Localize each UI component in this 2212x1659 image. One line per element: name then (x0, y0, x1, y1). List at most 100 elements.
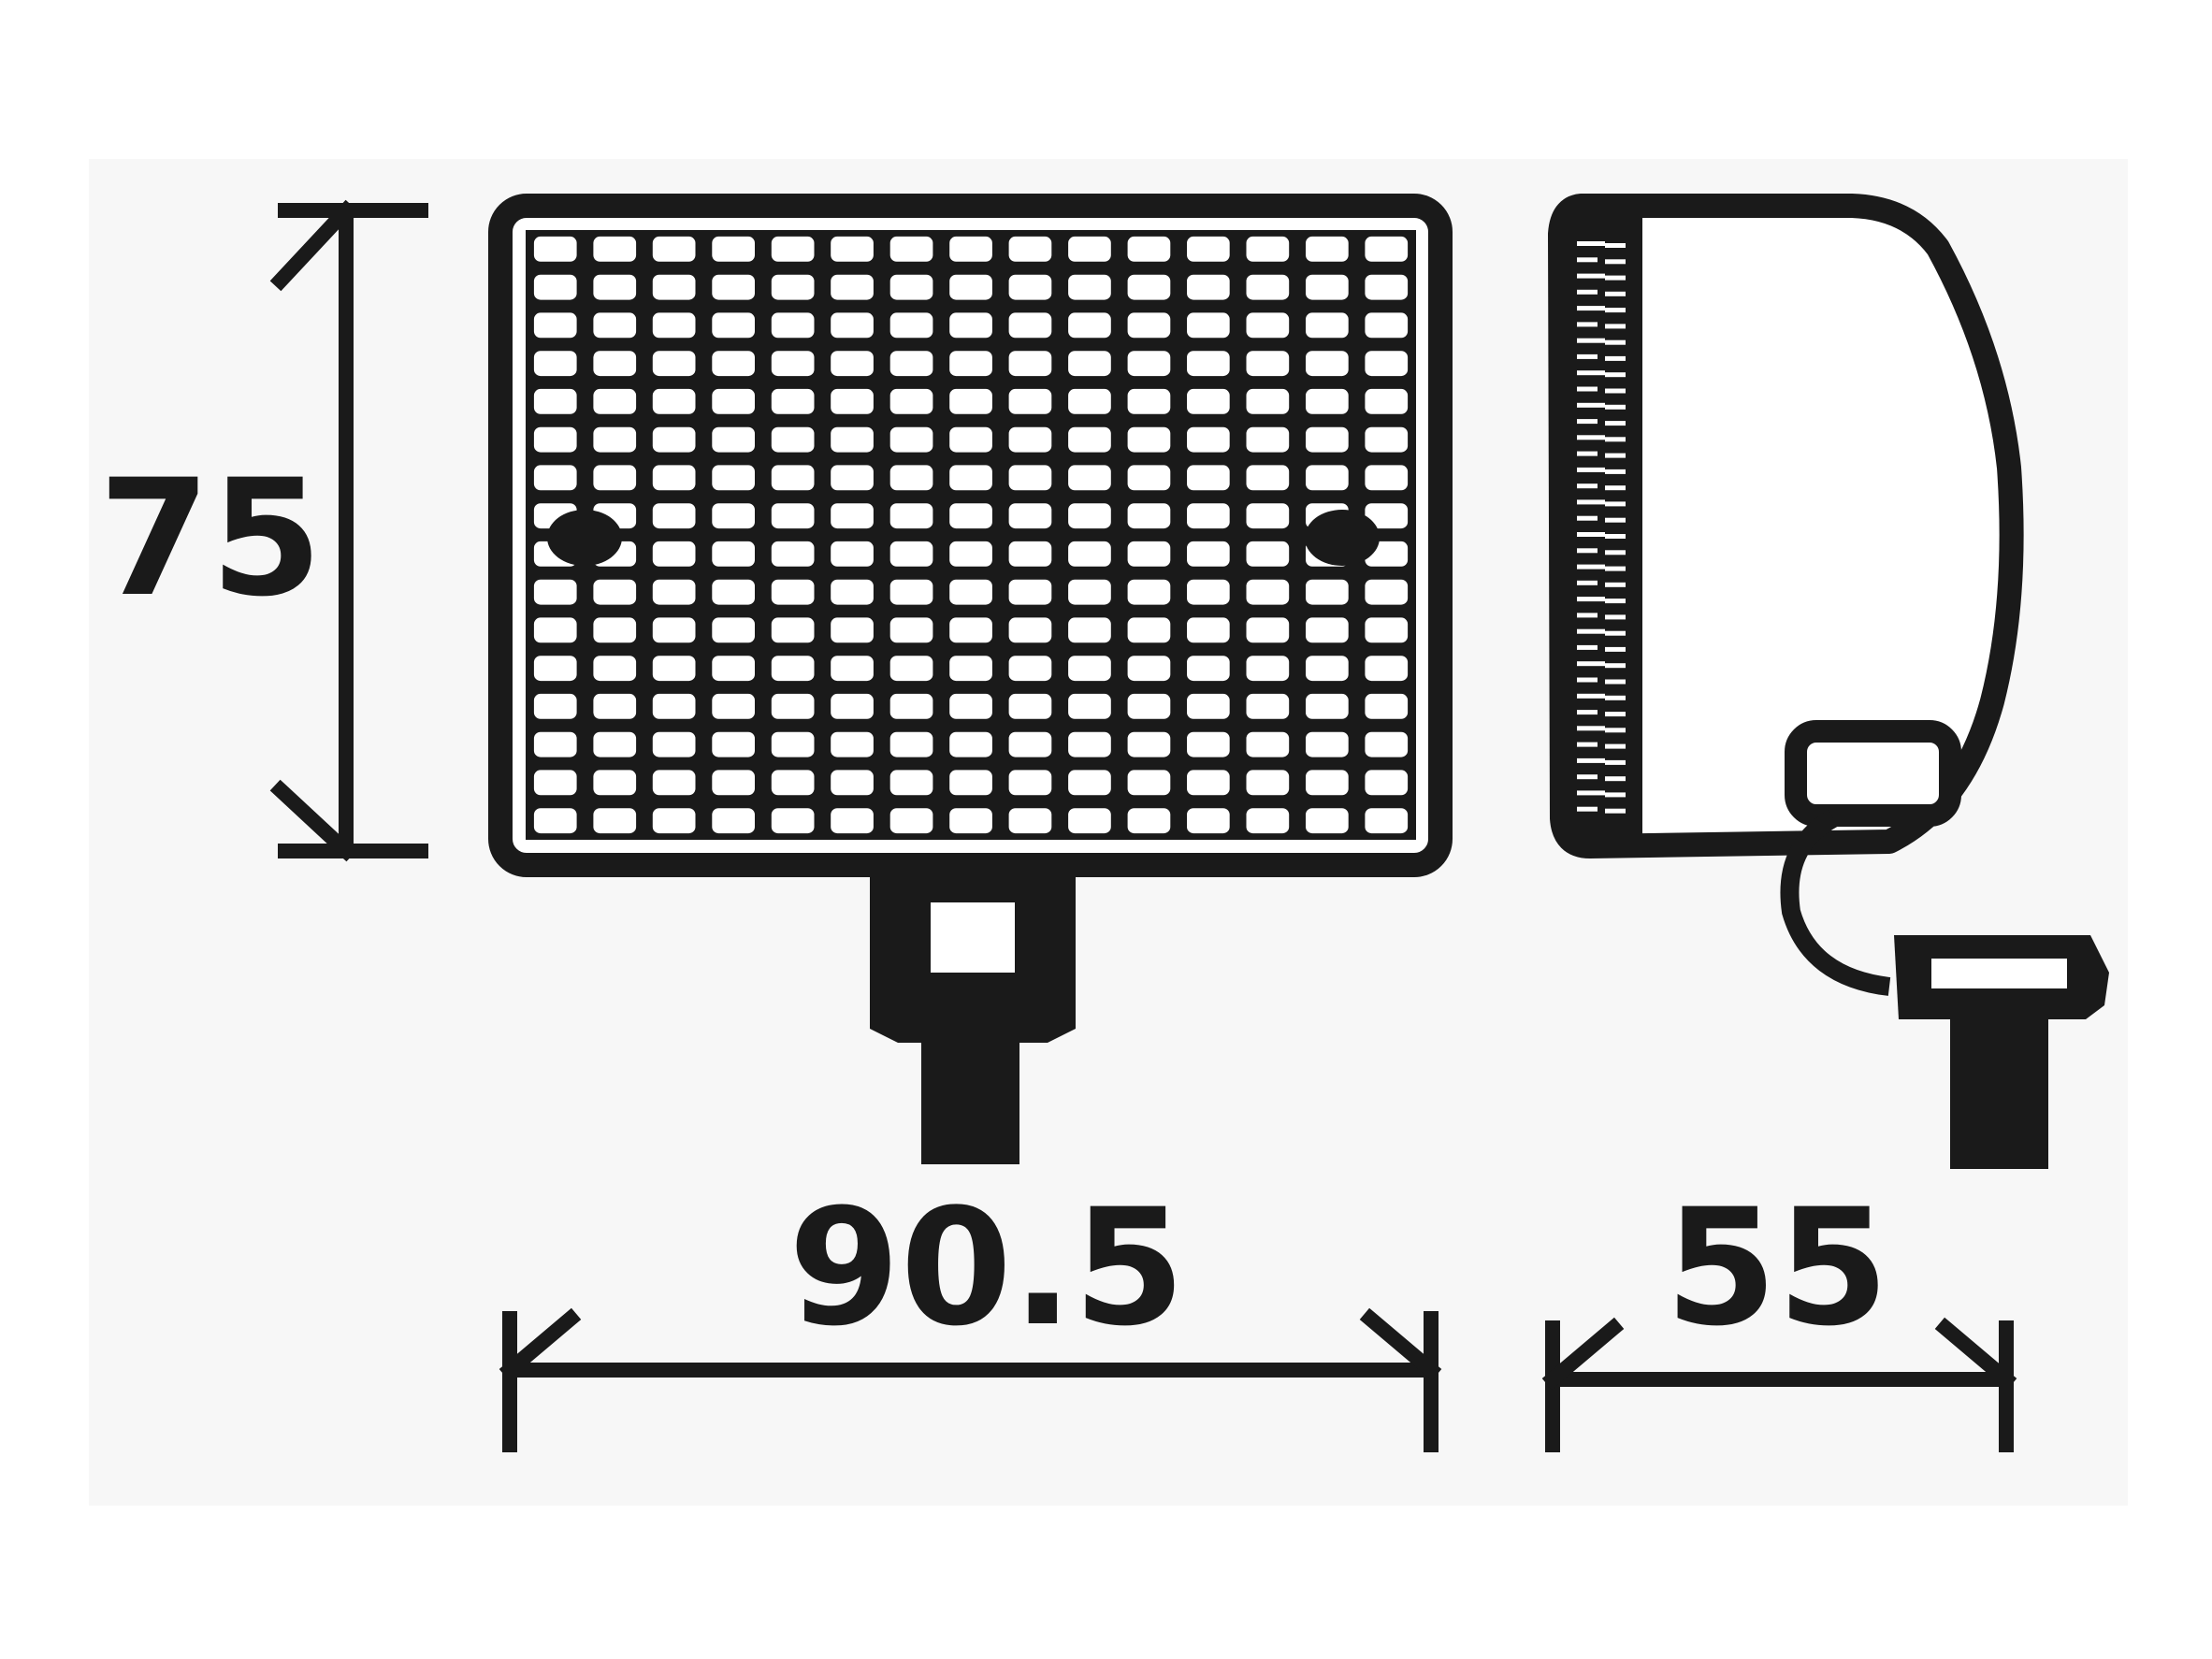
lens-cell (1365, 465, 1409, 491)
lens-cell (1365, 617, 1409, 643)
lens-cell (1068, 426, 1111, 453)
lens-rib (1577, 548, 1598, 554)
lens-cell (1127, 808, 1171, 834)
lens-cell (533, 351, 577, 377)
lens-cell (593, 274, 637, 300)
right-mounting-hole (1305, 510, 1380, 566)
lens-cell (949, 503, 992, 529)
lens-cell (652, 541, 696, 567)
lens-rib (1605, 517, 1626, 523)
lens-cell (771, 465, 815, 491)
lens-cell (593, 808, 637, 834)
lens-rib (1577, 499, 1605, 505)
lens-cell (1365, 236, 1409, 262)
left-mounting-hole (547, 510, 622, 566)
lens-cell (1246, 236, 1290, 262)
width-dimension (499, 1307, 1442, 1452)
lens-cell (1306, 731, 1349, 757)
lens-cell (533, 808, 577, 834)
lens-cell (712, 351, 755, 377)
lens-cell (652, 274, 696, 300)
height-bottom-arrow (269, 779, 357, 862)
lens-cell (1306, 579, 1349, 605)
lens-cell (1187, 617, 1230, 643)
lens-cell (771, 731, 815, 757)
width-left-arrow (499, 1307, 582, 1381)
lens-cell (712, 503, 755, 529)
lens-cell (1068, 465, 1111, 491)
lens-cell (1127, 579, 1171, 605)
lens-cell (1365, 503, 1409, 529)
depth-label: 55 (1665, 1174, 1888, 1362)
lens-cell (533, 312, 577, 339)
side-bracket-pad (1785, 720, 1961, 827)
lens-rib (1577, 806, 1598, 812)
lens-cell (1068, 770, 1111, 796)
lens-cell (771, 274, 815, 300)
lens-cell (1187, 693, 1230, 719)
lens-cell (1365, 656, 1409, 682)
lens-cell (831, 388, 874, 414)
lens-rib (1605, 421, 1626, 426)
lens-rib (1577, 564, 1605, 570)
lens-cell (889, 770, 933, 796)
lens-cell (1365, 579, 1409, 605)
lens-cell (712, 388, 755, 414)
lens-cell (652, 656, 696, 682)
lens-rib (1605, 646, 1626, 652)
lens-cell (889, 731, 933, 757)
lens-cell (652, 236, 696, 262)
lens-cell (1008, 693, 1052, 719)
lens-rib (1577, 386, 1598, 392)
lens-cell (652, 426, 696, 453)
lens-cell (831, 731, 874, 757)
lens-cell (831, 579, 874, 605)
lens-rib (1577, 742, 1598, 747)
lens-cell (1246, 274, 1290, 300)
lens-cell (712, 274, 755, 300)
lens-cell (949, 656, 992, 682)
lens-rib (1577, 306, 1605, 311)
lens-cell (1008, 388, 1052, 414)
lens-cell (1008, 579, 1052, 605)
lens-rib (1605, 614, 1626, 620)
lens-cell (712, 693, 755, 719)
lens-cell (533, 693, 577, 719)
lens-cell (652, 465, 696, 491)
lens-rib (1577, 790, 1605, 796)
lens-cell (1246, 503, 1290, 529)
lens-rib (1577, 257, 1598, 263)
lens-cell (1365, 426, 1409, 453)
lens-cell (949, 465, 992, 491)
lens-cell (712, 541, 755, 567)
lens-rib (1577, 483, 1598, 489)
lens-cell (889, 693, 933, 719)
lens-cell (1127, 236, 1171, 262)
lens-rib (1605, 743, 1626, 749)
lens-cell (1068, 274, 1111, 300)
lens-cell (889, 503, 933, 529)
lens-cell (652, 388, 696, 414)
lens-cell (1068, 503, 1111, 529)
lens-rib (1605, 759, 1626, 765)
lens-cell (831, 693, 874, 719)
lens-rib (1577, 322, 1598, 327)
lens-rib (1577, 628, 1605, 634)
lens-rib (1605, 355, 1626, 361)
lens-cell (771, 541, 815, 567)
lens-cell (831, 617, 874, 643)
lens-cell (533, 617, 577, 643)
lens-cell (1127, 731, 1171, 757)
lens-rib (1577, 273, 1605, 279)
lens-cell (1246, 541, 1290, 567)
lens-cell (1365, 274, 1409, 300)
lens-cell (1127, 503, 1171, 529)
lens-cell (652, 731, 696, 757)
lens-cell (1068, 656, 1111, 682)
lens-rib (1577, 693, 1605, 699)
width-right-arrow (1359, 1307, 1442, 1381)
lens-cell (1306, 656, 1349, 682)
lens-cell (1365, 388, 1409, 414)
lens-cell (652, 579, 696, 605)
lens-cell (1246, 808, 1290, 834)
